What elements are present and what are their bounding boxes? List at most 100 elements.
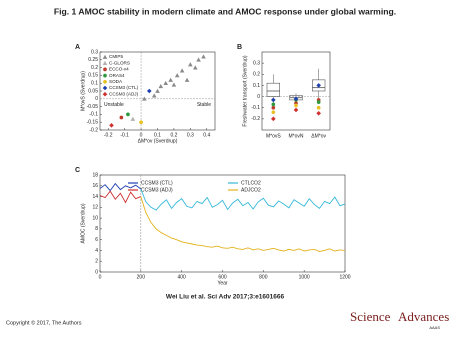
y-tick-label: 6	[95, 237, 98, 243]
logo-word: Science	[350, 309, 391, 324]
marker	[184, 77, 190, 82]
y-tick-label: -0.1	[89, 112, 98, 118]
marker	[109, 123, 114, 128]
y-tick-label: 10	[92, 215, 98, 221]
marker	[142, 96, 147, 101]
x-tick-label: 400	[177, 274, 186, 280]
marker	[102, 60, 108, 66]
legend-label: CCSM3 (CTL)	[109, 85, 139, 90]
marker	[155, 88, 160, 93]
marker	[139, 120, 143, 125]
marker	[102, 85, 108, 91]
legend-label: C-GLORS	[109, 60, 130, 65]
y-tick-label: 0.1	[253, 83, 260, 89]
x-tick-label: 0.1	[154, 132, 161, 138]
x-tick-label: 600	[218, 274, 227, 280]
x-tick-label: 800	[259, 274, 268, 280]
marker	[293, 96, 299, 102]
legend-label: SODA	[109, 79, 123, 84]
marker	[146, 88, 152, 94]
y-tick-label: 12	[92, 205, 98, 211]
marker	[271, 102, 276, 107]
y-tick-label: 0	[95, 96, 98, 102]
marker	[271, 110, 276, 115]
x-tick-label: M*ovN	[288, 133, 303, 139]
marker	[103, 67, 107, 72]
series-line	[140, 188, 346, 211]
y-tick-label: -0.15	[87, 120, 99, 126]
y-tick-label: 0.3	[91, 49, 98, 55]
x-tick-label: 1000	[299, 274, 310, 280]
x-axis-label: ΔM*ov (Sverdrup)	[138, 138, 178, 144]
y-tick-label: -0.05	[87, 104, 99, 110]
x-tick-label: M*ovS	[266, 133, 281, 139]
y-axis-label: M*ovS (Sverdrup)	[80, 71, 86, 111]
figure-title: Fig. 1 AMOC stability in modern climate …	[54, 6, 396, 16]
y-tick-label: 0.15	[88, 73, 98, 79]
panel-letter: B	[237, 44, 242, 51]
marker	[179, 68, 185, 73]
legend-label: CMIP5	[109, 54, 123, 59]
marker	[188, 62, 193, 67]
y-axis-label: Freshwater transport (Sverdrup)	[242, 55, 248, 126]
logo-org: AAAS	[429, 325, 440, 330]
series-line	[99, 190, 141, 204]
y-tick-label: 0.25	[88, 57, 98, 63]
x-tick-label: -0.2	[104, 132, 113, 138]
y-tick-label: -0.1	[251, 105, 260, 111]
y-tick-label: -0.2	[89, 127, 98, 133]
series-line	[140, 196, 346, 252]
marker	[171, 82, 177, 87]
y-tick-label: 0.3	[253, 60, 260, 66]
marker	[130, 116, 136, 121]
marker	[174, 73, 180, 78]
y-tick-label: 0.2	[91, 65, 98, 71]
marker	[192, 65, 198, 70]
y-tick-label: 4	[95, 248, 98, 254]
panel-letter: A	[75, 44, 80, 51]
y-tick-label: 0	[257, 94, 260, 100]
x-tick-label: 0	[140, 132, 143, 138]
y-tick-label: 0.2	[253, 72, 260, 78]
marker	[196, 57, 201, 62]
marker	[103, 73, 107, 78]
legend-label: CTLCO2	[241, 180, 261, 186]
panel-letter: C	[75, 167, 80, 174]
marker	[271, 97, 276, 103]
marker	[316, 105, 321, 110]
y-axis-label: AMOC (Sverdrup)	[80, 203, 86, 243]
annotation: Stable	[197, 102, 211, 108]
y-tick-label: 18	[92, 172, 98, 178]
legend-label: CCSM3 (ADJ)	[141, 187, 173, 193]
legend-label: CCSM3 (ADJ)	[109, 91, 139, 96]
x-tick-label: 0.4	[203, 132, 210, 138]
marker	[316, 83, 321, 88]
x-tick-label: 1200	[339, 274, 350, 280]
y-tick-label: 0.1	[91, 81, 98, 87]
annotation: Unstable	[104, 102, 124, 108]
x-tick-label: 0.2	[170, 132, 177, 138]
y-tick-label: 0.05	[88, 88, 98, 94]
logo-word: Advances	[398, 309, 449, 324]
legend-label: ORAS4	[109, 73, 125, 78]
y-tick-label: 0	[95, 269, 98, 275]
marker	[316, 100, 321, 104]
marker	[163, 80, 169, 86]
marker	[271, 116, 276, 122]
legend-label: ADJCO2	[241, 187, 261, 193]
plot-frame	[261, 51, 331, 131]
marker	[293, 107, 299, 113]
y-tick-label: 8	[95, 226, 98, 232]
marker	[168, 77, 173, 82]
marker	[102, 91, 108, 97]
x-tick-label: ΔM*ov	[311, 133, 326, 139]
y-tick-label: -0.2	[251, 116, 260, 122]
y-tick-label: 16	[92, 183, 98, 189]
marker	[102, 54, 108, 59]
marker	[119, 115, 124, 120]
legend-label: CCSM3 (CTL)	[141, 180, 173, 186]
marker	[271, 105, 276, 110]
marker	[151, 93, 157, 98]
marker	[316, 110, 321, 116]
